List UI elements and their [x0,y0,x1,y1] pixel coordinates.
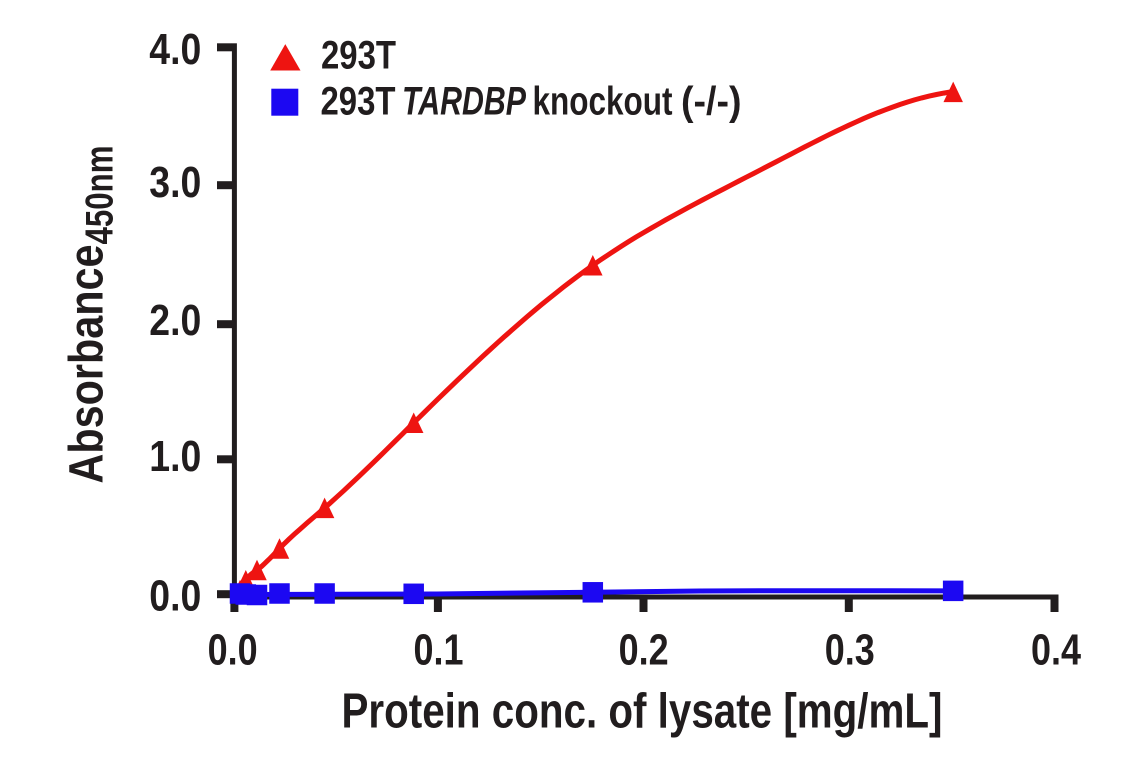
svg-text:4.0: 4.0 [149,25,201,74]
svg-text:TARDBP: TARDBP [402,79,526,123]
svg-text:2.0: 2.0 [149,296,201,345]
svg-text:0.0: 0.0 [149,572,201,621]
svg-text:Protein conc. of lysate [mg/mL: Protein conc. of lysate [mg/mL] [342,685,943,739]
svg-text:293T: 293T [321,79,396,123]
svg-text:1.0: 1.0 [149,432,201,481]
svg-text:0.3: 0.3 [825,626,875,675]
svg-text:0.1: 0.1 [414,626,464,675]
svg-text:(-/-): (-/-) [681,79,742,123]
svg-text:293T: 293T [321,33,396,77]
svg-text:3.0: 3.0 [149,158,201,207]
svg-text:0.0: 0.0 [208,626,258,675]
svg-text:Absorbance450nm: Absorbance450nm [61,146,122,484]
svg-text:0.4: 0.4 [1031,626,1081,675]
svg-text:knockout: knockout [533,79,673,123]
svg-text:0.2: 0.2 [619,626,669,675]
